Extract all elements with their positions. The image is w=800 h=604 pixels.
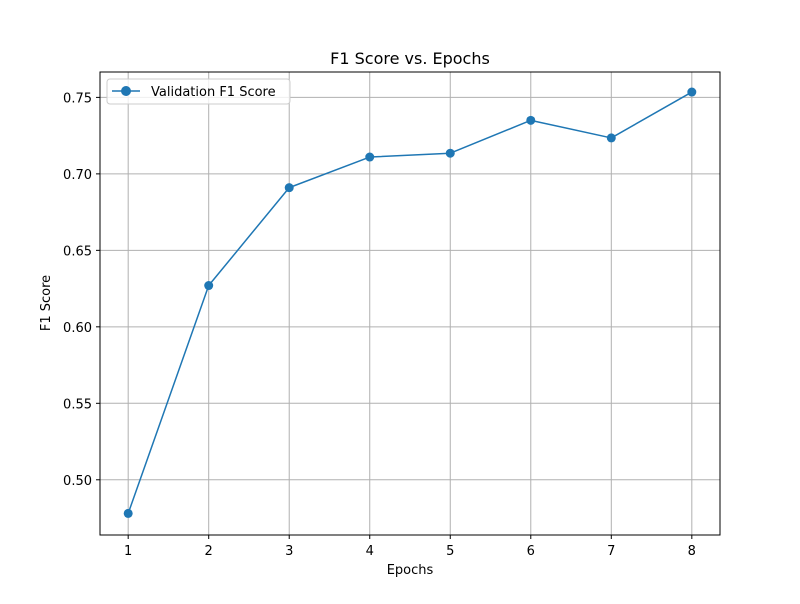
- y-tick-label: 0.75: [63, 91, 92, 106]
- x-axis-ticks: 1 2 3 4 5 6 7 8: [124, 535, 696, 559]
- x-axis-label: Epochs: [387, 563, 434, 578]
- data-point: [445, 148, 455, 158]
- grid: [100, 72, 720, 535]
- legend: Validation F1 Score: [106, 78, 291, 105]
- y-tick-label: 0.70: [63, 168, 92, 183]
- data-point: [365, 152, 375, 162]
- data-point: [526, 115, 536, 125]
- x-tick-label: 3: [285, 544, 293, 559]
- data-point: [284, 183, 294, 193]
- y-tick-label: 0.55: [63, 397, 92, 412]
- plot-series: [123, 87, 697, 518]
- y-tick-label: 0.50: [63, 474, 92, 489]
- y-tick-label: 0.65: [63, 244, 92, 259]
- y-axis-ticks: 0.50 0.55 0.60 0.65 0.70 0.75: [63, 91, 100, 489]
- x-tick-label: 1: [124, 544, 132, 559]
- data-point: [123, 508, 133, 518]
- x-tick-label: 5: [446, 544, 454, 559]
- data-point: [204, 281, 214, 291]
- data-point: [606, 133, 616, 143]
- x-tick-label: 8: [688, 544, 696, 559]
- x-tick-label: 7: [607, 544, 615, 559]
- x-tick-label: 2: [205, 544, 213, 559]
- x-tick-label: 4: [366, 544, 374, 559]
- legend-box: [106, 78, 291, 105]
- plot-frame: [99, 71, 721, 536]
- data-point: [687, 87, 697, 97]
- y-tick-label: 0.60: [63, 321, 92, 336]
- series-line: [127, 91, 693, 514]
- chart-title: F1 Score vs. Epochs: [330, 49, 490, 68]
- legend-marker-swatch: [121, 86, 131, 96]
- y-axis-label: F1 Score: [39, 275, 54, 331]
- x-tick-label: 6: [527, 544, 535, 559]
- legend-label: Validation F1 Score: [151, 85, 276, 100]
